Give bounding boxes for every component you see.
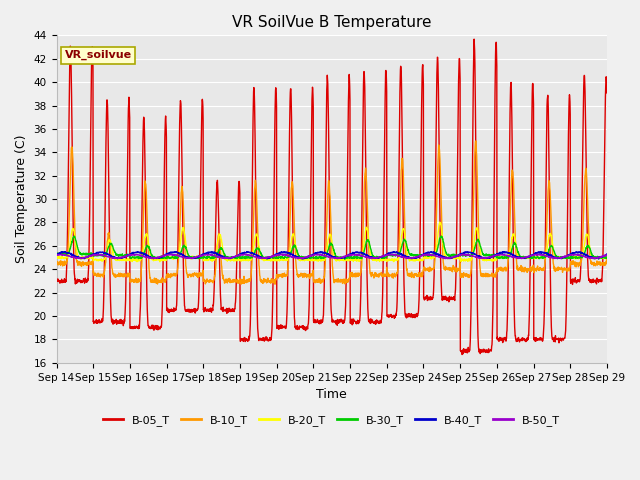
Y-axis label: Soil Temperature (C): Soil Temperature (C) — [15, 135, 28, 264]
Legend: B-05_T, B-10_T, B-20_T, B-30_T, B-40_T, B-50_T: B-05_T, B-10_T, B-20_T, B-30_T, B-40_T, … — [99, 411, 564, 431]
X-axis label: Time: Time — [316, 388, 347, 401]
Text: VR_soilvue: VR_soilvue — [65, 50, 132, 60]
Title: VR SoilVue B Temperature: VR SoilVue B Temperature — [232, 15, 431, 30]
